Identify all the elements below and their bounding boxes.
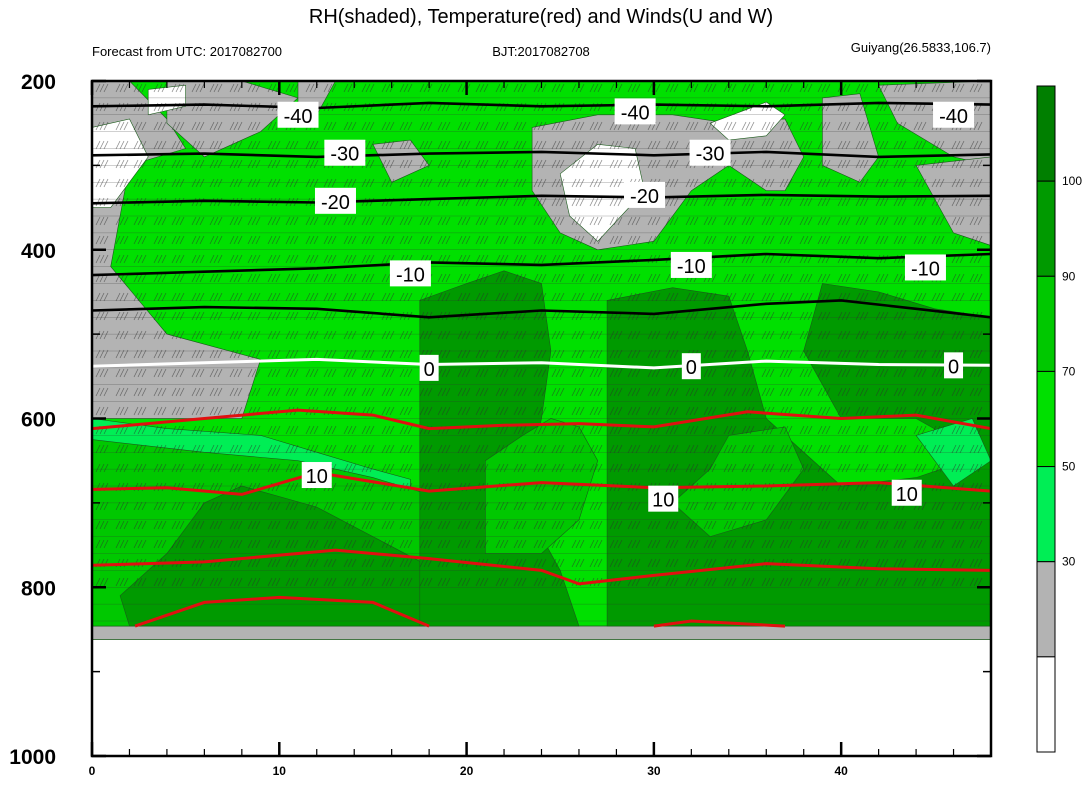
- isotherm-label: -10: [670, 251, 712, 278]
- isotherm-label: 10: [891, 479, 922, 506]
- isotherm-label-bg: [614, 98, 656, 125]
- colorbar-label: 50: [1062, 460, 1076, 474]
- chart-title: RH(shaded), Temperature(red) and Winds(U…: [309, 6, 773, 28]
- colorbar-swatch: [1036, 180, 1056, 277]
- colorbar-swatch: [1036, 656, 1056, 753]
- colorbar-label: 70: [1062, 364, 1076, 378]
- isotherm-label-text: -10: [396, 264, 425, 286]
- isotherm-label-text: 0: [948, 356, 959, 378]
- isotherm-line-9: [134, 595, 430, 628]
- isotherm-label-text: -30: [330, 144, 359, 166]
- isotherm-label: -40: [277, 101, 319, 128]
- subtitle-forecast: Forecast from UTC: 2017082700: [92, 44, 282, 59]
- subtitle-location: Guiyang(26.5833,106.7): [851, 40, 991, 55]
- colorbar-label: 30: [1062, 555, 1076, 569]
- y-tick-label: 600: [21, 409, 56, 432]
- y-tick-label: 400: [21, 240, 56, 263]
- colorbar-label: 100: [1062, 174, 1082, 188]
- isotherm-label-bg: [648, 485, 679, 512]
- colorbar-swatch: [1036, 561, 1056, 658]
- colorbar-swatch: [1036, 370, 1056, 468]
- isotherm-label-text: 0: [424, 359, 435, 381]
- isotherm-label-bg: [670, 251, 712, 278]
- isotherm-label: -10: [389, 260, 431, 287]
- isotherm-line-3: [92, 252, 991, 277]
- isotherm-label-bg: [624, 181, 666, 208]
- isotherm-label-text: -40: [284, 106, 313, 128]
- x-tick-label: 20: [460, 764, 474, 778]
- isotherm-label: -20: [314, 187, 356, 214]
- isotherm-label: -30: [689, 139, 731, 166]
- isotherm-line-7: [92, 470, 991, 496]
- isotherm-label: -10: [904, 254, 946, 281]
- colorbar-swatch: [1036, 85, 1056, 182]
- x-tick-label: 40: [834, 764, 848, 778]
- isotherm-label-text: 10: [306, 466, 328, 488]
- plot-area: [92, 81, 991, 756]
- isotherm-label-bg: [301, 462, 332, 489]
- rh-region-23: [92, 639, 991, 756]
- x-tick-label: 30: [647, 764, 661, 778]
- isotherm-label: 10: [648, 485, 679, 512]
- isotherm-label-bg: [904, 254, 946, 281]
- isotherm-line-10: [653, 619, 786, 628]
- temperature-contours: [92, 101, 991, 628]
- isotherm-label-text: 0: [686, 357, 697, 379]
- isotherm-label-bg: [324, 139, 366, 166]
- isotherm-label-bg: [419, 354, 439, 381]
- rh-region-1: [92, 625, 991, 640]
- isotherm-label-bg: [944, 352, 964, 379]
- isotherm-label-bg: [891, 479, 922, 506]
- isotherm-label: -20: [624, 181, 666, 208]
- isotherm-line-2: [92, 193, 991, 205]
- isotherm-label: 10: [301, 462, 332, 489]
- isotherm-label-bg: [933, 101, 975, 128]
- wind-barbs: [92, 81, 991, 594]
- isotherm-line-0: [92, 101, 991, 110]
- isotherm-label-bg: [681, 353, 701, 380]
- isotherm-label: 0: [419, 354, 439, 381]
- isotherm-line-8: [92, 548, 991, 586]
- isotherm-label: -40: [933, 101, 975, 128]
- colorbar-swatch: [1036, 466, 1056, 563]
- isotherm-label-text: 10: [652, 490, 674, 512]
- isotherm-line-1: [92, 150, 991, 159]
- isotherm-label: -40: [614, 98, 656, 125]
- isotherm-label-text: -40: [939, 106, 968, 128]
- isotherm-line-5: [92, 357, 991, 370]
- isotherm-label-bg: [314, 187, 356, 214]
- isotherm-line-6: [92, 408, 991, 431]
- isotherm-label: -30: [324, 139, 366, 166]
- isotherm-label-text: -20: [630, 186, 659, 208]
- isotherm-label-text: -20: [321, 192, 350, 214]
- colorbar: 100 90 70 50 30: [1036, 85, 1082, 753]
- isotherm-label-bg: [389, 260, 431, 287]
- isotherm-label-text: -30: [696, 144, 725, 166]
- x-tick-label: 10: [273, 764, 287, 778]
- subtitle-bjt: BJT:2017082708: [492, 44, 590, 59]
- isotherm-label-text: -10: [677, 256, 706, 278]
- y-tick-label: 800: [21, 577, 56, 600]
- colorbar-label: 90: [1062, 269, 1076, 283]
- y-tick-label: 200: [21, 71, 56, 94]
- colorbar-swatch: [1036, 275, 1056, 372]
- contour-labels: -40 -40 -40 -30 -30 -20 -20 -10 -10 -10 0 0 0 10 10 10: [277, 98, 975, 512]
- y-tick-label: 1000: [9, 746, 56, 769]
- isotherm-label-bg: [689, 139, 731, 166]
- isotherm-label-text: -10: [911, 258, 940, 280]
- isotherm-label: 0: [944, 352, 964, 379]
- isotherm-label-bg: [277, 101, 319, 128]
- isotherm-label-text: 10: [896, 484, 918, 506]
- isotherm-line-4: [92, 299, 991, 319]
- isotherm-label: 0: [681, 353, 701, 380]
- x-tick-label: 0: [89, 764, 96, 778]
- isotherm-label-text: -40: [621, 102, 650, 124]
